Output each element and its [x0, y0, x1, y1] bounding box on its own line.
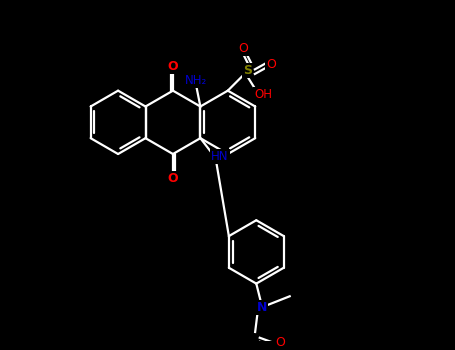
Text: O: O [167, 60, 178, 73]
Text: O: O [266, 58, 276, 71]
Text: NH₂: NH₂ [185, 74, 207, 87]
Text: HN: HN [211, 150, 229, 163]
Text: O: O [238, 42, 248, 55]
Text: N: N [257, 301, 267, 314]
Text: S: S [243, 64, 253, 77]
Text: O: O [276, 336, 285, 349]
Text: OH: OH [254, 88, 272, 101]
Text: O: O [167, 172, 178, 185]
